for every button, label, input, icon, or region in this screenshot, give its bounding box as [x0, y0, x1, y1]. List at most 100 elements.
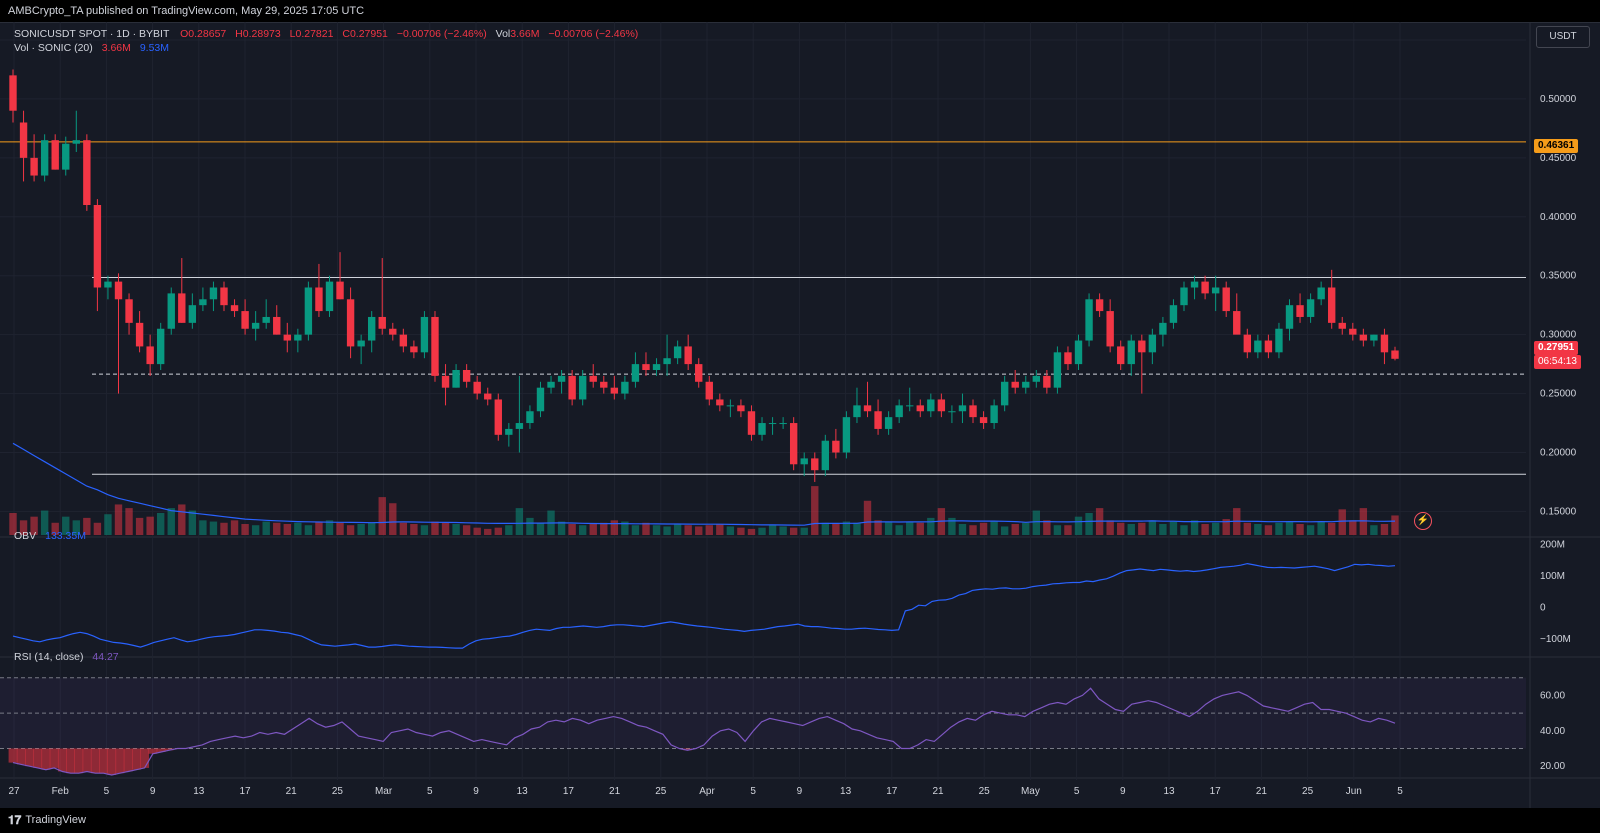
volume-bar	[684, 525, 692, 535]
orange-level-tag: 0.46361	[1534, 139, 1579, 153]
candle-body	[241, 311, 249, 329]
candle-body	[484, 393, 492, 400]
candle-body	[494, 399, 502, 435]
ohlc-low: L0.27821	[289, 28, 334, 40]
volume-bar	[853, 522, 861, 535]
volume-bar	[1180, 525, 1188, 535]
tradingview-brand: TradingView	[25, 814, 86, 826]
candle-body	[40, 140, 49, 176]
volume-bar	[1254, 524, 1262, 535]
x-tick-label: 25	[979, 786, 991, 797]
candle-body	[631, 364, 640, 382]
candle-body	[990, 405, 998, 424]
candle-body	[1053, 352, 1062, 388]
candle-body	[1306, 299, 1315, 317]
candle-body	[821, 440, 830, 471]
x-tick-label: 5	[427, 786, 433, 797]
volume-bar	[1201, 524, 1209, 535]
price-tick-label: 0.30000	[1540, 330, 1577, 341]
candle-body	[157, 328, 165, 365]
candle-body	[262, 316, 270, 323]
x-tick-label: 21	[286, 786, 298, 797]
candle-body	[578, 375, 587, 400]
obv-tick-label: −100M	[1540, 634, 1571, 645]
candle-body	[420, 316, 429, 353]
volume-bar	[948, 517, 956, 535]
x-tick-label: 5	[104, 786, 110, 797]
candle-body	[747, 411, 756, 435]
volume-bar	[30, 516, 38, 535]
candle-body	[1169, 305, 1178, 323]
x-tick-label: 9	[1120, 786, 1126, 797]
candle-body	[1064, 352, 1072, 365]
candle-body	[325, 281, 334, 312]
volume-bar	[705, 525, 713, 535]
candle-body	[1074, 340, 1083, 365]
volume-bar	[367, 522, 376, 535]
volume-bar	[1285, 521, 1294, 535]
tradingview-logo[interactable]: 𝟏𝟕 TradingView	[8, 808, 86, 833]
price-legend: SONICUSDT SPOT · 1D · BYBIT O0.28657 H0.…	[14, 27, 638, 41]
candle-body	[389, 328, 397, 335]
volume-bar	[1074, 516, 1083, 535]
volume-bar	[178, 504, 186, 535]
volume-bar	[346, 525, 355, 535]
candle-body	[1180, 287, 1188, 306]
candle-body	[178, 293, 186, 323]
candle-body	[853, 405, 861, 418]
volume-bar	[410, 524, 418, 535]
candle-body	[716, 399, 724, 406]
volume-bar	[990, 521, 998, 535]
volume-bar	[1328, 522, 1336, 535]
volume-bar	[199, 520, 207, 535]
volume-bar	[747, 528, 756, 535]
candle-body	[273, 316, 281, 335]
volume-bar	[874, 520, 882, 535]
volume-bar	[62, 516, 70, 535]
footer-bar: 𝟏𝟕 TradingView	[0, 808, 1600, 833]
volume-bar	[262, 521, 270, 535]
volume-bar	[884, 521, 893, 535]
obv-line	[12, 562, 1396, 649]
x-tick-label: 13	[517, 786, 529, 797]
candle-body	[1201, 281, 1209, 294]
currency-button[interactable]: USDT	[1536, 26, 1590, 48]
price-tick-label: 0.50000	[1540, 94, 1577, 105]
volume-bar	[600, 522, 608, 535]
rsi-tick-label: 40.00	[1540, 726, 1565, 737]
candle-body	[1243, 334, 1251, 353]
candle-body	[294, 334, 302, 341]
x-tick-label: 13	[840, 786, 852, 797]
chart-frame[interactable]	[0, 22, 1600, 808]
volume-bar	[726, 526, 735, 535]
candle-body	[979, 417, 988, 424]
candle-body	[884, 417, 893, 429]
candle-body	[906, 405, 914, 407]
price-tick-label: 0.20000	[1540, 448, 1577, 459]
volume-bar	[494, 527, 502, 535]
candle-body	[30, 157, 38, 176]
candle-body	[621, 381, 629, 394]
x-tick-label: Jun	[1346, 786, 1362, 797]
volume-bar	[610, 520, 619, 535]
volume-bar	[621, 521, 629, 535]
volume-bar	[505, 525, 513, 535]
volume-bar	[431, 521, 439, 535]
volume-bar	[484, 528, 492, 535]
candle-body	[315, 287, 323, 312]
vol-legend-label: Vol	[495, 28, 511, 40]
candle-body	[251, 322, 260, 329]
volume-bar	[251, 525, 260, 535]
volume-bar	[789, 527, 798, 535]
x-tick-label: 9	[150, 786, 156, 797]
volume-bar	[737, 527, 745, 535]
candle-body	[283, 334, 291, 341]
x-tick-label: 25	[332, 786, 344, 797]
volume-bar	[695, 526, 703, 535]
vol-sma-value: 9.53M	[139, 42, 169, 54]
lightning-icon[interactable]: ⚡	[1414, 512, 1432, 530]
volume-bar	[631, 525, 640, 535]
x-tick-label: 25	[1302, 786, 1314, 797]
volume-bar	[800, 527, 808, 535]
